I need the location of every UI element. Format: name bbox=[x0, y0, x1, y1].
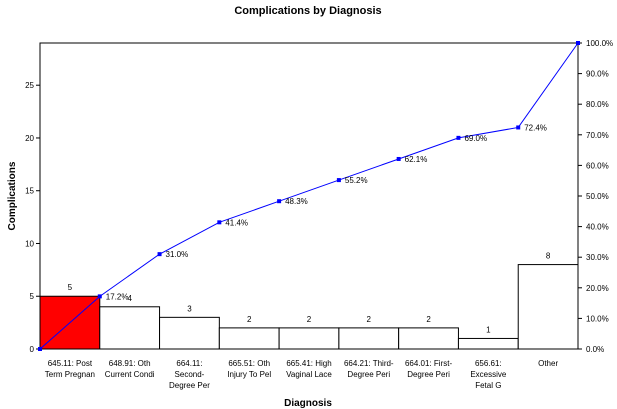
y2-tick-label: 40.0% bbox=[586, 223, 609, 232]
y-tick-label: 25 bbox=[25, 81, 34, 90]
bar bbox=[99, 306, 161, 350]
x-tick-label: 665.51: Oth Injury To Pel bbox=[227, 359, 271, 379]
cumulative-percent-label: 69.0% bbox=[464, 134, 487, 143]
x-axis-label: Diagnosis bbox=[284, 398, 332, 409]
cumulative-percent-label: 55.2% bbox=[345, 176, 368, 185]
cumulative-percent-label: 72.4% bbox=[524, 123, 547, 132]
cumulative-point bbox=[576, 41, 580, 45]
x-tick-label-line: 648.91: Oth bbox=[109, 359, 151, 368]
bar bbox=[457, 337, 519, 350]
y2-tick-label: 100.0% bbox=[586, 39, 613, 48]
y2-tick-label: 70.0% bbox=[586, 131, 609, 140]
x-tick-label-line: Degree Peri bbox=[407, 370, 450, 379]
x-tick-label: 656.61: Excessive Fetal G bbox=[470, 359, 507, 390]
x-tick-label-line: Other bbox=[538, 359, 558, 368]
x-tick-label-line: Term Pregnan bbox=[45, 370, 95, 379]
x-tick-label-line: Injury To Pel bbox=[227, 370, 271, 379]
bar bbox=[159, 316, 220, 350]
cumulative-percent-line bbox=[39, 42, 579, 350]
y2-tick-label: 90.0% bbox=[586, 70, 609, 79]
cumulative-point bbox=[396, 156, 401, 161]
plot-area: 5 4 3 2 2 2 2 1 8 0 5 10 15 20 25 0.0% 10.0% 20.0% 30.0% 40… bbox=[25, 39, 613, 390]
x-tick-label-line: Fetal G bbox=[475, 381, 501, 390]
bar-value-label: 8 bbox=[546, 252, 551, 261]
y-tick-label: 10 bbox=[25, 239, 34, 248]
bar-value-label: 2 bbox=[426, 315, 431, 324]
x-tick-label-line: Second- bbox=[175, 370, 205, 379]
bar-value-label: 5 bbox=[68, 283, 73, 292]
plot-frame bbox=[39, 42, 579, 350]
y-tick-label: 20 bbox=[25, 134, 34, 143]
x-tick-label-line: 665.41: High bbox=[286, 359, 331, 368]
bar bbox=[218, 327, 280, 350]
y-tick-label: 0 bbox=[30, 345, 35, 354]
cumulative-point bbox=[38, 347, 42, 351]
cumulative-point bbox=[277, 199, 282, 204]
bar-value-label: 3 bbox=[187, 304, 192, 313]
x-tick-label: 665.41: High Vaginal Lace bbox=[286, 359, 332, 379]
bar-value-label: 4 bbox=[127, 294, 132, 303]
y-axis-label: Complications bbox=[7, 161, 18, 230]
y2-tick-label: 60.0% bbox=[586, 161, 609, 170]
bar bbox=[517, 264, 579, 350]
cumulative-point bbox=[157, 252, 162, 257]
x-tick-label-line: 665.51: Oth bbox=[228, 359, 270, 368]
cumulative-point bbox=[516, 125, 521, 130]
x-tick-label-line: Degree Peri bbox=[347, 370, 390, 379]
x-tick-label-line: Degree Per bbox=[169, 381, 210, 390]
bar-value-label: 1 bbox=[486, 325, 491, 334]
x-tick-label-line: Current Condi bbox=[105, 370, 155, 379]
bar bbox=[398, 327, 459, 350]
x-tick-label: Other bbox=[538, 359, 558, 368]
y2-tick-label: 20.0% bbox=[586, 284, 609, 293]
bar bbox=[278, 327, 340, 350]
x-tick-label: 648.91: Oth Current Condi bbox=[105, 359, 155, 379]
x-tick-label-line: 664.11: bbox=[176, 359, 202, 368]
x-tick-label: 664.11: Second- Degree Per bbox=[169, 359, 210, 390]
bar-value-label: 2 bbox=[367, 315, 372, 324]
bar-value-label: 2 bbox=[247, 315, 252, 324]
y-tick-label: 15 bbox=[25, 187, 34, 196]
x-tick-label-line: 664.21: Third- bbox=[344, 359, 394, 368]
y2-tick-label: 30.0% bbox=[586, 253, 609, 262]
cumulative-percent-label: 31.0% bbox=[166, 250, 189, 259]
cumulative-point bbox=[97, 294, 102, 299]
bar-value-label: 2 bbox=[307, 315, 312, 324]
x-tick-label: 664.21: Third- Degree Peri bbox=[344, 359, 394, 379]
y2-tick-label: 10.0% bbox=[586, 314, 609, 323]
y2-tick-label: 0.0% bbox=[586, 345, 604, 354]
x-tick-label-line: 645.11: Post bbox=[48, 359, 93, 368]
x-tick-label-line: 656.61: bbox=[475, 359, 502, 368]
cumulative-point bbox=[456, 135, 461, 140]
cumulative-point bbox=[336, 178, 341, 183]
cumulative-percent-label: 17.2% bbox=[106, 292, 129, 301]
x-tick-label-line: Excessive bbox=[470, 370, 507, 379]
cumulative-percent-label: 48.3% bbox=[285, 197, 308, 206]
cumulative-point bbox=[217, 220, 222, 225]
cumulative-percent-label: 41.4% bbox=[225, 218, 248, 227]
x-tick-label: 645.11: Post Term Pregnan bbox=[45, 359, 95, 379]
y2-tick-label: 50.0% bbox=[586, 192, 609, 201]
y-tick-label: 5 bbox=[30, 292, 35, 301]
x-tick-label-line: Vaginal Lace bbox=[286, 370, 332, 379]
x-tick-label: 664.01: First- Degree Peri bbox=[405, 359, 452, 379]
chart-title: Complications by Diagnosis bbox=[234, 5, 381, 17]
x-tick-label-line: 664.01: First- bbox=[405, 359, 452, 368]
cumulative-percent-label: 62.1% bbox=[405, 155, 428, 164]
bar bbox=[338, 327, 400, 350]
y2-tick-label: 80.0% bbox=[586, 100, 609, 109]
